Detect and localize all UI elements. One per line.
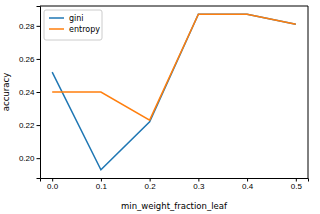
y-tick: 0.22	[19, 121, 40, 130]
x-tick-label: 0.3	[193, 182, 205, 191]
x-tick-mark	[198, 178, 199, 182]
legend-label: gini	[69, 14, 84, 23]
legend-label: entropy	[69, 25, 100, 34]
y-tick: 0.20	[19, 154, 40, 163]
y-tick: 0.28	[19, 22, 40, 31]
x-tick-mark	[101, 178, 102, 182]
y-tick-mark	[37, 158, 41, 159]
y-axis: 0.20 0.22 0.24 0.26 0.28	[19, 7, 41, 179]
x-tick-mark	[247, 178, 248, 182]
plot: 0.0 0.1 0.2 0.3 0.4 0.5 0.20 0.22 0.24 0.26 0.28 gi…	[19, 6, 309, 191]
x-tick: 0.2	[145, 178, 157, 191]
y-axis-line	[37, 7, 41, 179]
frame-right	[308, 6, 309, 178]
y-tick: 0.26	[19, 55, 40, 64]
legend: gini entropy	[44, 10, 102, 40]
y-tick: 0.24	[19, 88, 40, 97]
x-axis-title: min_weight_fraction_leaf	[121, 201, 228, 211]
x-tick: 0.0	[47, 178, 59, 191]
x-tick-label: 0.1	[96, 182, 108, 191]
x-axis-line	[41, 179, 309, 182]
x-tick-mark	[52, 178, 53, 182]
y-tick-mark	[37, 26, 41, 27]
x-tick-label: 0.5	[291, 182, 303, 191]
x-tick-label: 0.0	[47, 182, 59, 191]
y-tick-mark	[37, 92, 41, 93]
x-tick-mark	[150, 178, 151, 182]
x-tick: 0.5	[291, 178, 303, 191]
chart: 0.0 0.1 0.2 0.3 0.4 0.5 0.20 0.22 0.24 0.26 0.28 gi…	[0, 0, 320, 214]
x-tick: 0.4	[242, 178, 254, 191]
x-tick-label: 0.2	[145, 182, 157, 191]
y-tick-label: 0.20	[19, 154, 35, 163]
y-tick-label: 0.24	[19, 88, 35, 97]
x-tick-mark	[296, 178, 297, 182]
y-tick-label: 0.22	[19, 121, 35, 130]
x-axis: 0.0 0.1 0.2 0.3 0.4 0.5	[41, 178, 309, 191]
y-tick-label: 0.28	[19, 22, 35, 31]
y-tick-mark	[37, 59, 41, 60]
x-tick: 0.1	[96, 178, 108, 191]
y-tick-mark	[37, 125, 41, 126]
legend-swatch	[49, 28, 64, 30]
x-tick-label: 0.4	[242, 182, 254, 191]
x-tick: 0.3	[193, 178, 205, 191]
frame-top	[40, 6, 308, 7]
legend-box	[44, 10, 102, 40]
y-axis-title: accuracy	[1, 73, 11, 111]
series-line	[52, 14, 296, 120]
y-tick-label: 0.26	[19, 55, 35, 64]
legend-swatch	[49, 17, 64, 19]
